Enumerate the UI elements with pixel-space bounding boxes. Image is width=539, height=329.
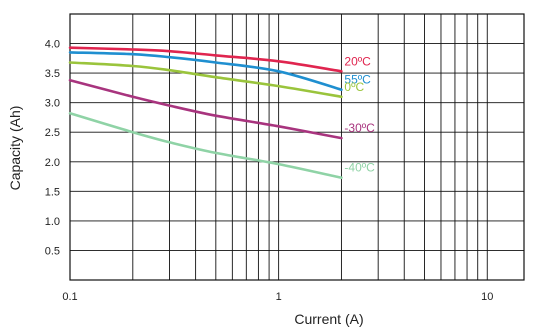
y-tick-label: 2.0 (45, 157, 60, 169)
grid (69, 13, 525, 281)
series-line (68, 46, 343, 73)
y-axis-label: Capacity (Ah) (7, 106, 23, 191)
series-label: 55ºC (344, 73, 371, 87)
series-label: -30ºC (344, 121, 375, 135)
series-label: -40ºC (344, 161, 375, 175)
series-line (68, 112, 343, 179)
y-tick-label: 3.5 (45, 68, 60, 80)
x-axis-label: Current (A) (294, 311, 363, 327)
y-tick-label: 3.0 (45, 98, 60, 110)
y-tick-label: 1.5 (45, 186, 60, 198)
plot-frame (69, 13, 525, 281)
y-tick-label: 1.0 (45, 216, 60, 228)
x-tick-label: 10 (481, 291, 493, 303)
y-tick-label: 4.0 (45, 39, 60, 51)
tick-labels: 0.5 1.0 1.5 2.0 2.5 3.0 3.5 4.0 0.1 1 10 (45, 39, 494, 303)
series-line (68, 78, 343, 140)
series-line (68, 61, 343, 99)
x-tick-label: 1 (276, 291, 282, 303)
series-label: 0ºC (344, 80, 364, 94)
series-line (68, 51, 343, 91)
series-lines (68, 46, 343, 179)
x-tick-label: 0.1 (62, 291, 77, 303)
y-tick-label: 0.5 (45, 245, 60, 257)
y-tick-label: 2.5 (45, 127, 60, 139)
series-label: 20ºC (344, 54, 371, 68)
